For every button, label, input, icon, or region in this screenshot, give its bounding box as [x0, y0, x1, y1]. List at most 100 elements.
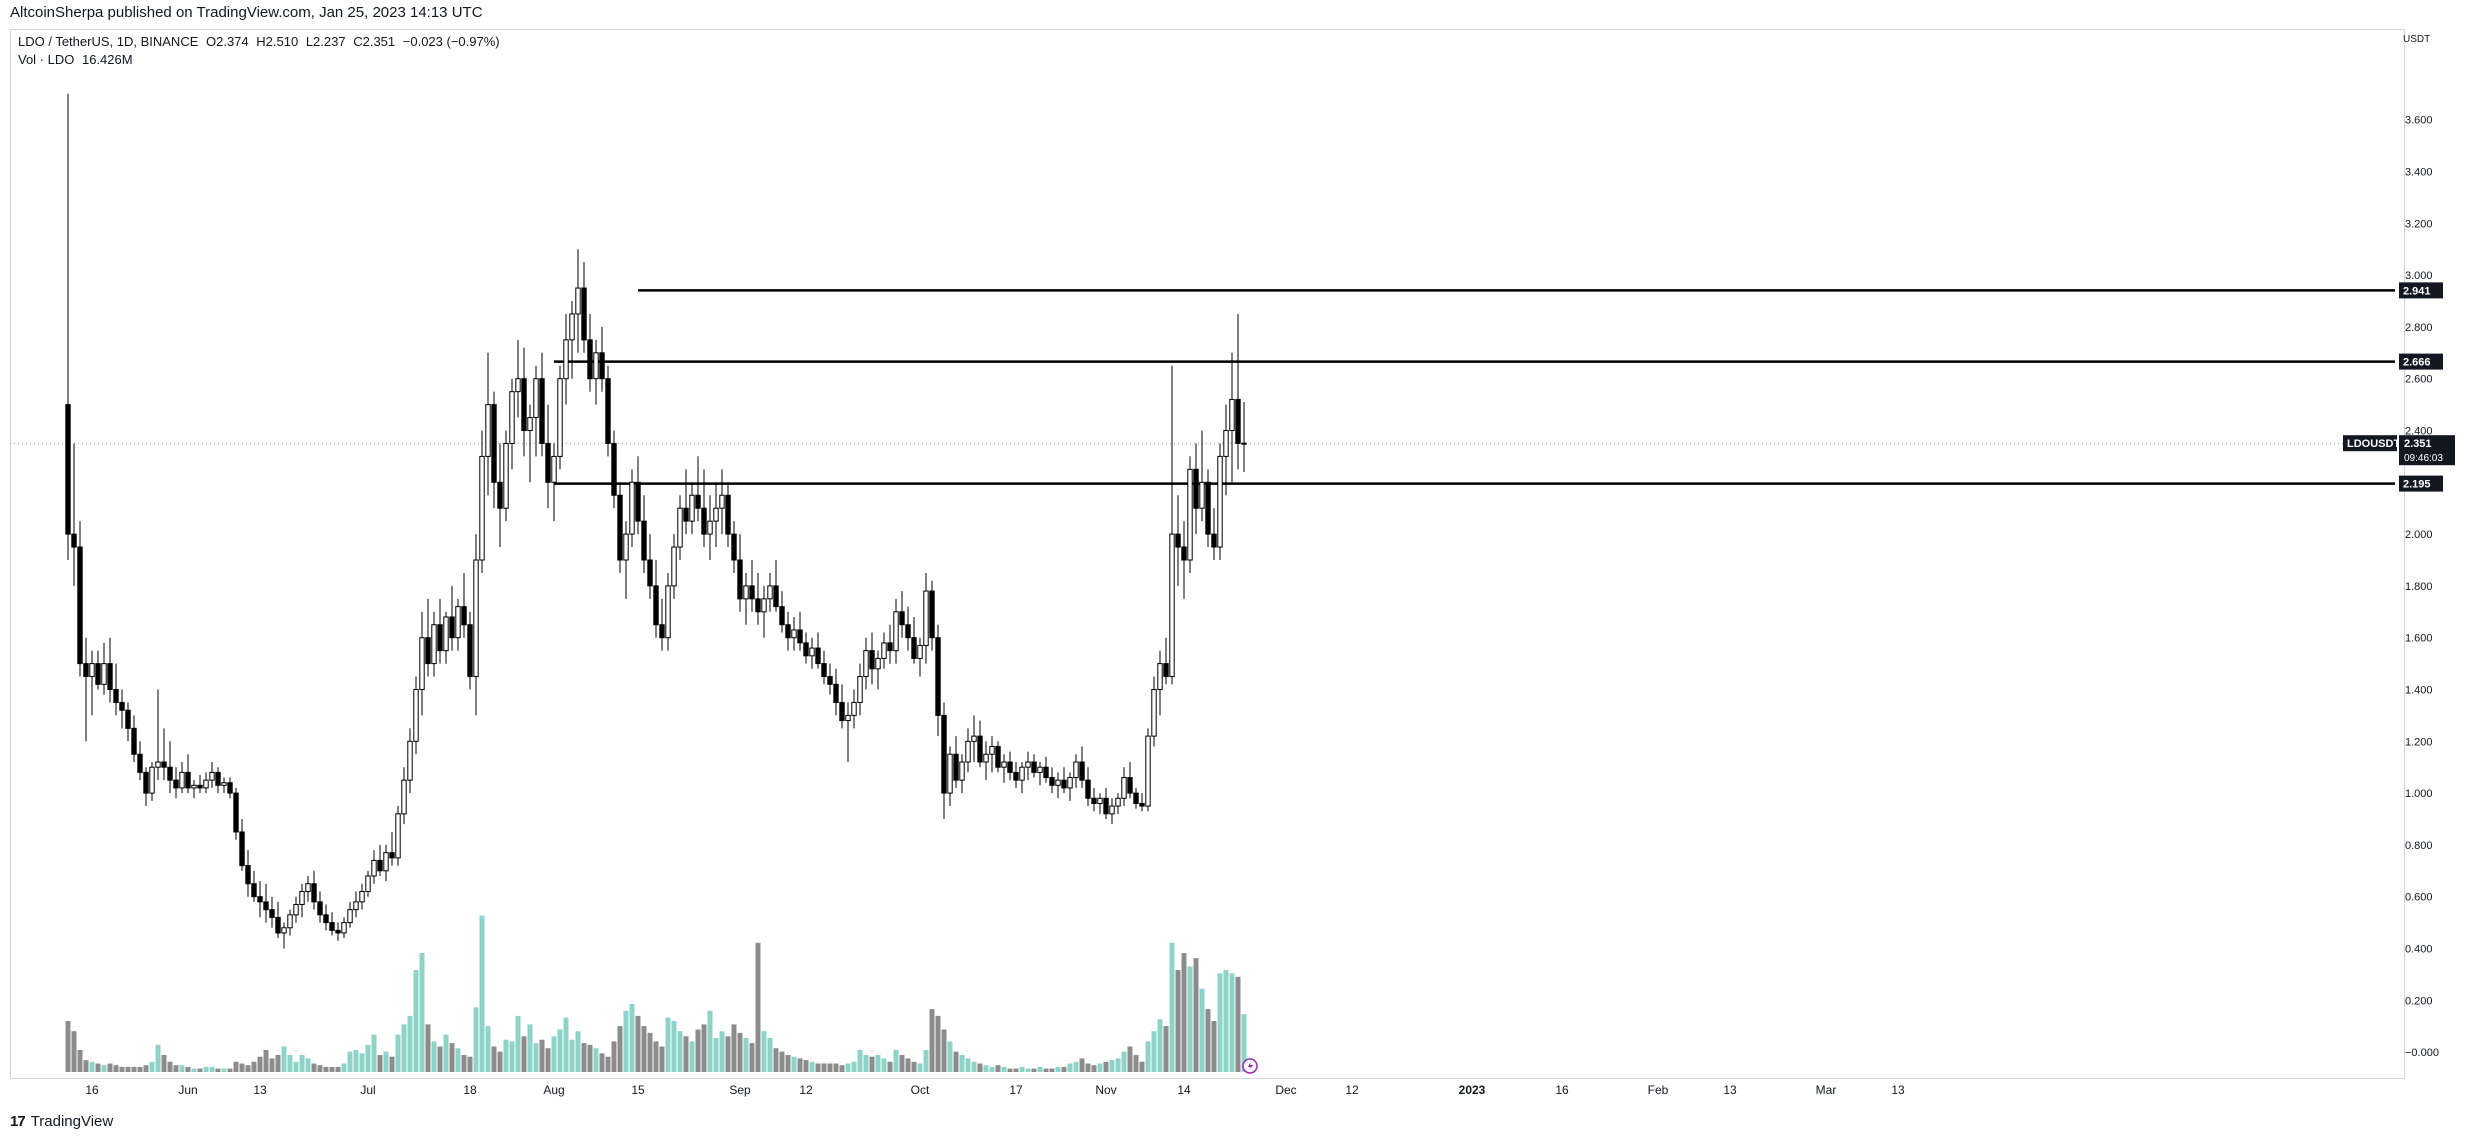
volume-bar [143, 1065, 149, 1072]
y-tick-label: 3.200 [2405, 218, 2433, 230]
candle-down [317, 901, 323, 916]
volume-bar [119, 1066, 125, 1072]
volume-bar [1199, 988, 1205, 1072]
volume-bar [1139, 1061, 1145, 1072]
volume-bar [683, 1036, 689, 1072]
candle-up [299, 891, 305, 905]
y-tick-label: 3.000 [2405, 270, 2433, 282]
volume-bar [839, 1065, 845, 1072]
candle-down [65, 404, 71, 535]
level-price-text: 2.941 [2403, 285, 2431, 297]
candle-up [761, 598, 767, 613]
volume-bar [473, 1007, 479, 1072]
volume-bar [803, 1060, 809, 1072]
candle-up [623, 533, 629, 561]
volume-bar [815, 1063, 821, 1072]
candle-up [455, 606, 461, 639]
candle-down [977, 735, 983, 763]
volume-bar [215, 1068, 221, 1072]
candle-up [221, 782, 227, 786]
volume-bar [497, 1051, 503, 1072]
lightning-icon-bolt [1248, 1061, 1253, 1071]
symbol-legend[interactable]: LDO / TetherUS, 1D, BINANCE O2.374 H2.51… [18, 34, 504, 49]
candle-down [137, 753, 143, 773]
candle-down [653, 585, 659, 626]
volume-bar [455, 1048, 461, 1072]
volume-bar [461, 1055, 467, 1072]
countdown-text: 09:46:03 [2404, 453, 2443, 464]
candle-up [191, 784, 197, 789]
volume-bar [917, 1063, 923, 1072]
volume-bar [929, 1009, 935, 1072]
volume-bar [1181, 953, 1187, 1072]
y-tick-label: 2.800 [2405, 322, 2433, 334]
volume-bar [1019, 1066, 1025, 1072]
candle-up [593, 352, 599, 380]
candle-down [377, 859, 383, 872]
volume-legend[interactable]: Vol · LDO 16.426M [18, 52, 137, 67]
volume-bar [821, 1063, 827, 1072]
volume-bar [167, 1061, 173, 1072]
volume-bar [257, 1056, 263, 1072]
candle-up [383, 852, 389, 872]
volume-bar [1223, 970, 1229, 1072]
volume-bar [1127, 1046, 1133, 1072]
price-axis[interactable]: USDT3.6003.4003.2003.0002.8002.6002.4002… [2403, 34, 2439, 1059]
candle-down [449, 616, 455, 639]
volume-bar [251, 1061, 257, 1072]
level-price-label: 2.941 [2399, 282, 2443, 299]
volume-bar [365, 1044, 371, 1072]
volume-bar [857, 1049, 863, 1072]
x-tick-label: Oct [911, 1083, 930, 1097]
time-axis[interactable]: 16 Jun 13 Jul 18 Aug 15 Sep 12 Oct 17 Nov 14 Dec 12 202… [85, 1083, 1905, 1097]
volume-bar [341, 1063, 347, 1072]
candle-down [953, 753, 959, 781]
symbol-price-tag: LDOUSDT [2343, 435, 2400, 452]
volume-bar [281, 1046, 287, 1072]
volume-bar [431, 1041, 437, 1072]
volume-bar [275, 1055, 281, 1072]
horizontal-levels[interactable] [554, 289, 2395, 485]
candle-up [629, 481, 635, 535]
candle-down [77, 546, 83, 665]
candle-down [1007, 761, 1013, 773]
volume-bar [737, 1032, 743, 1072]
volume-bar [599, 1053, 605, 1072]
volume-bar [713, 1038, 719, 1072]
candle-down [1103, 797, 1109, 815]
tradingview-brand[interactable]: 17 TradingView [10, 1113, 113, 1130]
legend-close: C2.351 [353, 34, 396, 49]
candle-up [959, 761, 965, 781]
currency-label: USDT [2403, 34, 2430, 45]
candle-down [635, 481, 641, 522]
volume-bar [1055, 1066, 1061, 1072]
volume-bar [593, 1048, 599, 1072]
candle-down [683, 507, 689, 522]
legend-pair: LDO / TetherUS, 1D, BINANCE [18, 34, 199, 49]
candle-up [893, 611, 899, 652]
chart-frame [10, 29, 2405, 1079]
candle-down [215, 771, 221, 786]
x-tick-label: 2023 [1459, 1083, 1486, 1097]
candle-up [881, 642, 887, 659]
lightning-icon[interactable] [1242, 1058, 1258, 1074]
volume-bar [881, 1058, 887, 1072]
candle-up [1223, 430, 1229, 457]
y-tick-label: 1.800 [2405, 581, 2433, 593]
candle-up [971, 735, 977, 742]
last-price-tag: 2.351 09:46:03 [2399, 435, 2455, 466]
volume-bar [1121, 1051, 1127, 1072]
volume-bar [1085, 1063, 1091, 1072]
volume-bar [335, 1066, 341, 1072]
volume-bar [437, 1046, 443, 1072]
candle-down [815, 647, 821, 665]
candle-up [515, 378, 521, 393]
volume-bar [1037, 1066, 1043, 1072]
candle-up [401, 779, 407, 815]
volume-bar [1007, 1068, 1013, 1072]
candle-down [641, 520, 647, 561]
volume-bar [521, 1036, 527, 1072]
level-price-text: 2.195 [2403, 479, 2431, 491]
volume-bar [665, 1017, 671, 1072]
